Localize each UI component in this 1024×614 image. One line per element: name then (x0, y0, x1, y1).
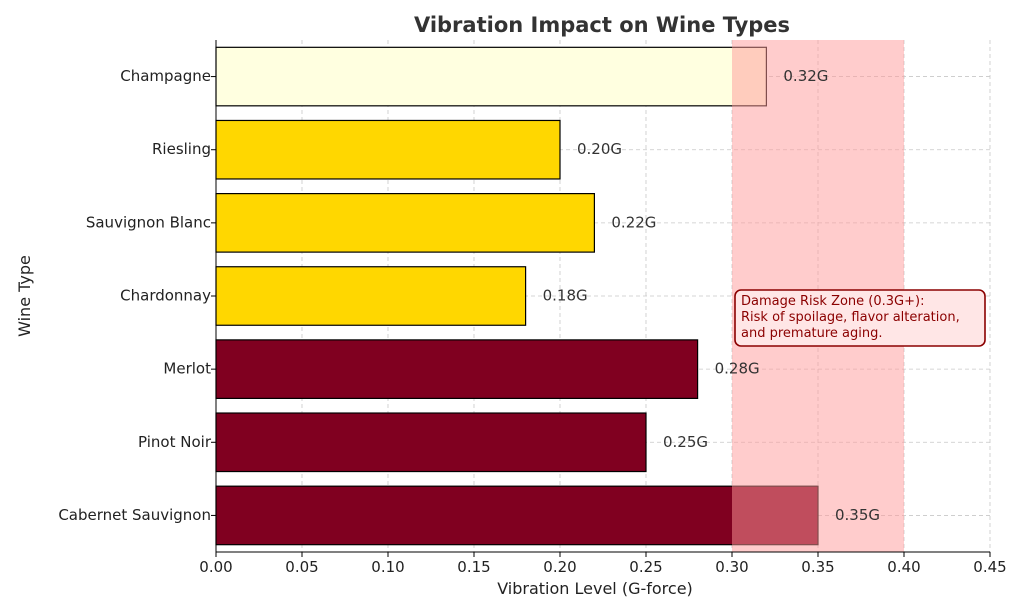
bar-merlot (215, 339, 699, 399)
value-label: 0.18G (543, 287, 588, 305)
value-label: 0.22G (611, 213, 656, 231)
x-tick-label: 0.20 (543, 558, 576, 576)
x-tick-label: 0.30 (715, 558, 748, 576)
bar-champagne (215, 46, 768, 107)
x-tick-label: 0.00 (199, 558, 232, 576)
y-tick-label: Riesling (152, 140, 211, 158)
risk-annotation-line: Risk of spoilage, flavor alteration, (741, 310, 960, 325)
y-tick-label: Pinot Noir (138, 433, 212, 451)
x-tick-label: 0.35 (801, 558, 834, 576)
bar-chardonnay (215, 266, 527, 326)
x-axis-title: Vibration Level (G-force) (497, 579, 693, 598)
risk-annotation-line: and premature aging. (741, 326, 883, 341)
bar-riesling (215, 119, 561, 180)
value-label: 0.32G (783, 67, 828, 85)
x-tick-label: 0.10 (371, 558, 404, 576)
x-tick-label: 0.45 (973, 558, 1006, 576)
risk-annotation-box (734, 289, 986, 347)
y-tick-label: Chardonnay (120, 287, 211, 305)
x-tick-label: 0.15 (457, 558, 490, 576)
risk-annotation-line: Damage Risk Zone (0.3G+): (741, 294, 924, 309)
value-label: 0.25G (663, 433, 708, 451)
y-tick-label: Sauvignon Blanc (86, 213, 211, 231)
bar-pinot-noir (215, 412, 647, 473)
y-tick-label: Cabernet Sauvignon (58, 506, 211, 524)
bar-cabernet-sauvignon (215, 485, 819, 546)
x-tick-label: 0.25 (629, 558, 662, 576)
y-tick-label: Merlot (163, 360, 211, 378)
chart-title: Vibration Impact on Wine Types (414, 13, 790, 37)
bar-sauvignon-blanc (215, 193, 595, 253)
x-tick-label: 0.40 (887, 558, 920, 576)
value-label: 0.28G (715, 360, 760, 378)
value-label: 0.20G (577, 140, 622, 158)
value-label: 0.35G (835, 506, 880, 524)
x-tick-label: 0.05 (285, 558, 318, 576)
y-axis-title: Wine Type (15, 255, 34, 337)
y-tick-label: Champagne (120, 67, 211, 85)
